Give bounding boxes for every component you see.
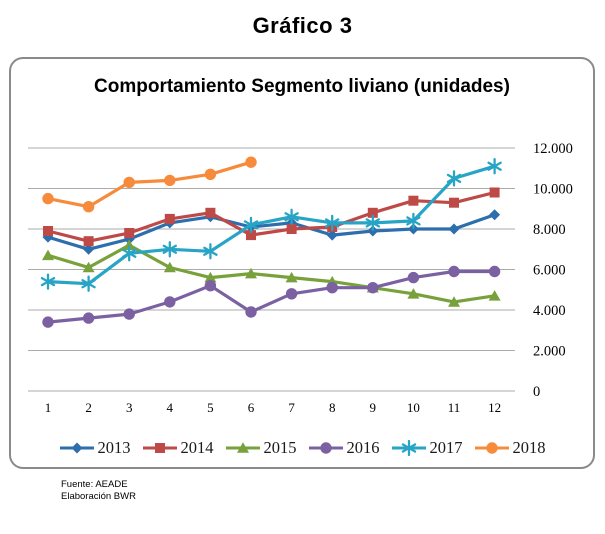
svg-text:10.000: 10.000 bbox=[533, 182, 573, 198]
svg-text:2.000: 2.000 bbox=[533, 344, 566, 360]
legend-label: 2017 bbox=[429, 438, 463, 457]
square-marker-icon bbox=[142, 443, 177, 453]
source-note: Fuente: AEADE Elaboración BWR bbox=[61, 479, 136, 502]
legend-label: 2018 bbox=[512, 438, 546, 457]
svg-text:1: 1 bbox=[45, 400, 52, 415]
legend-label: 2014 bbox=[180, 438, 214, 457]
circle-marker-icon bbox=[308, 442, 343, 454]
chart-legend: 2013 2014 2015 2016 2017 2018 bbox=[11, 438, 593, 458]
legend-label: 2016 bbox=[346, 438, 380, 457]
legend-item-2016: 2016 bbox=[308, 438, 380, 458]
svg-text:2: 2 bbox=[85, 400, 92, 415]
series-2018 bbox=[42, 156, 257, 213]
circle-marker-icon bbox=[474, 442, 509, 454]
triangle-marker-icon bbox=[225, 442, 260, 453]
series-2017 bbox=[40, 158, 502, 292]
y-axis-tick-labels: 12.000 10.000 8.000 6.000 4.000 2.000 0 bbox=[533, 141, 573, 400]
gridlines bbox=[28, 147, 515, 392]
svg-text:0: 0 bbox=[533, 384, 540, 400]
svg-text:5: 5 bbox=[207, 400, 214, 415]
page-title: Gráfico 3 bbox=[252, 13, 353, 38]
svg-text:12.000: 12.000 bbox=[533, 141, 573, 157]
legend-item-2014: 2014 bbox=[142, 438, 214, 458]
svg-text:3: 3 bbox=[126, 400, 133, 415]
svg-text:8.000: 8.000 bbox=[533, 222, 566, 238]
svg-text:11: 11 bbox=[448, 400, 461, 415]
diamond-marker-icon bbox=[59, 442, 94, 454]
svg-text:4: 4 bbox=[167, 400, 174, 415]
svg-text:8: 8 bbox=[329, 400, 336, 415]
series-2016 bbox=[42, 265, 501, 328]
svg-text:6: 6 bbox=[248, 400, 255, 415]
svg-text:9: 9 bbox=[370, 400, 377, 415]
svg-text:10: 10 bbox=[407, 400, 420, 415]
chart-title: Comportamiento Segmento liviano (unidade… bbox=[94, 76, 510, 97]
svg-text:4.000: 4.000 bbox=[533, 303, 566, 319]
source-line: Fuente: AEADE bbox=[61, 479, 128, 490]
legend-item-2013: 2013 bbox=[59, 438, 131, 458]
legend-label: 2013 bbox=[97, 438, 131, 457]
svg-text:12: 12 bbox=[488, 400, 501, 415]
series-2015 bbox=[42, 239, 501, 307]
legend-item-2018: 2018 bbox=[474, 438, 546, 458]
chart-frame: 12.000 10.000 8.000 6.000 4.000 2.000 0 1 2 3 4 5 6 7… bbox=[9, 57, 595, 469]
legend-label: 2015 bbox=[263, 438, 297, 457]
x-axis-tick-labels: 1 2 3 4 5 6 7 8 9 10 11 12 bbox=[45, 400, 501, 415]
legend-item-2015: 2015 bbox=[225, 438, 297, 458]
elaboration-line: Elaboración BWR bbox=[61, 490, 136, 502]
asterisk-marker-icon bbox=[391, 439, 426, 457]
svg-text:6.000: 6.000 bbox=[533, 263, 566, 279]
series-2014 bbox=[43, 187, 500, 247]
svg-text:7: 7 bbox=[288, 400, 295, 415]
legend-item-2017: 2017 bbox=[391, 438, 463, 458]
